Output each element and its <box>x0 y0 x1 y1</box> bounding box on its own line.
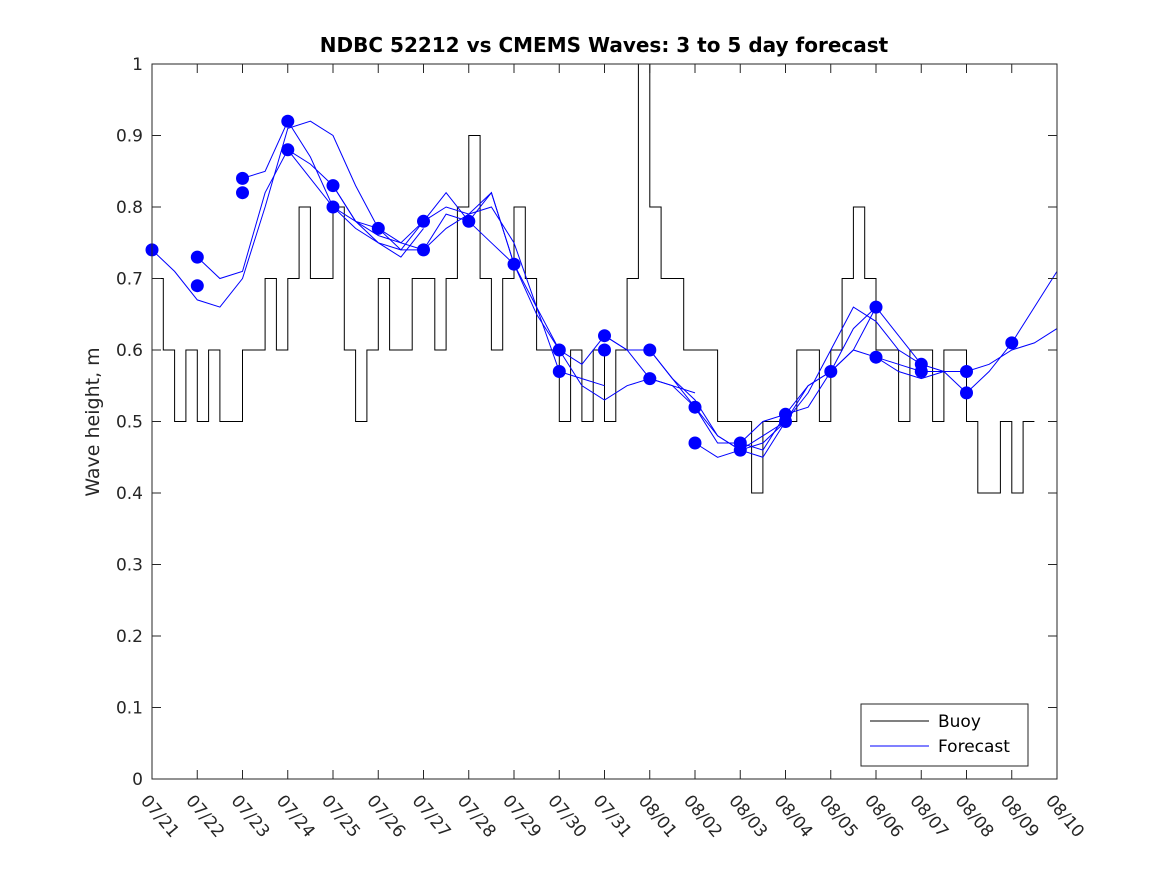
forecast-marker-12 <box>417 243 430 257</box>
y-axis-label: Wave height, m <box>82 347 104 496</box>
forecast-marker-33 <box>960 386 973 400</box>
forecast-marker-14 <box>507 257 521 271</box>
y-tick-label: 0.9 <box>116 127 143 147</box>
y-tick-label: 0.5 <box>116 413 143 433</box>
y-tick-label: 0.3 <box>116 556 143 576</box>
forecast-marker-6 <box>281 114 295 128</box>
forecast-series-line-3 <box>242 120 470 251</box>
forecast-marker-28 <box>869 300 883 314</box>
forecast-marker-5 <box>236 186 249 200</box>
forecast-marker-31 <box>914 365 928 378</box>
forecast-marker-27 <box>824 365 838 378</box>
forecast-marker-3 <box>190 279 204 293</box>
forecast-series-line-8 <box>559 335 786 458</box>
legend: Buoy Forecast <box>860 703 1029 767</box>
forecast-marker-22 <box>688 436 702 450</box>
buoy-series-line <box>152 63 1035 494</box>
forecast-series-line-1 <box>151 120 379 308</box>
forecast-series-line-6 <box>378 191 605 387</box>
forecast-marker-24 <box>733 443 747 457</box>
forecast-marker-26 <box>779 415 792 428</box>
forecast-marker-15 <box>552 343 566 357</box>
forecast-marker-10 <box>371 221 385 235</box>
forecast-marker-29 <box>869 350 883 364</box>
forecast-marker-16 <box>552 365 566 378</box>
y-tick-label: 0.1 <box>116 699 143 719</box>
forecast-marker-13 <box>462 214 476 228</box>
forecast-series-line-5 <box>332 185 560 351</box>
forecast-marker-19 <box>643 343 657 357</box>
legend-buoy-label: Buoy <box>938 712 981 732</box>
forecast-marker-20 <box>643 372 657 386</box>
forecast-marker-2 <box>190 250 204 264</box>
y-tick-label: 0.2 <box>116 627 143 647</box>
forecast-marker-17 <box>598 329 611 343</box>
plot-area <box>145 63 1058 494</box>
y-tick-label: 1 <box>132 55 143 75</box>
forecast-marker-18 <box>598 343 611 357</box>
y-tick-label: 0.8 <box>116 198 143 218</box>
y-tick-label: 0.6 <box>116 341 143 361</box>
legend-forecast-label: Forecast <box>938 737 1010 757</box>
forecast-marker-8 <box>326 179 340 193</box>
forecast-series-line-10 <box>649 306 877 451</box>
forecast-marker-7 <box>281 143 295 157</box>
forecast-marker-11 <box>417 214 430 228</box>
forecast-series-line-11 <box>694 306 922 458</box>
y-tick-label: 0 <box>132 770 143 790</box>
forecast-marker-4 <box>236 171 249 185</box>
forecast-marker-9 <box>326 200 340 214</box>
y-tick-label: 0.4 <box>116 484 143 504</box>
chart-title: NDBC 52212 vs CMEMS Waves: 3 to 5 day fo… <box>320 33 889 57</box>
forecast-series-line-2 <box>196 149 424 280</box>
legend-box <box>860 703 1029 767</box>
y-tick-label: 0.7 <box>116 270 143 290</box>
forecast-marker-32 <box>960 365 973 378</box>
forecast-marker-34 <box>1005 336 1019 350</box>
forecast-marker-21 <box>688 400 702 414</box>
